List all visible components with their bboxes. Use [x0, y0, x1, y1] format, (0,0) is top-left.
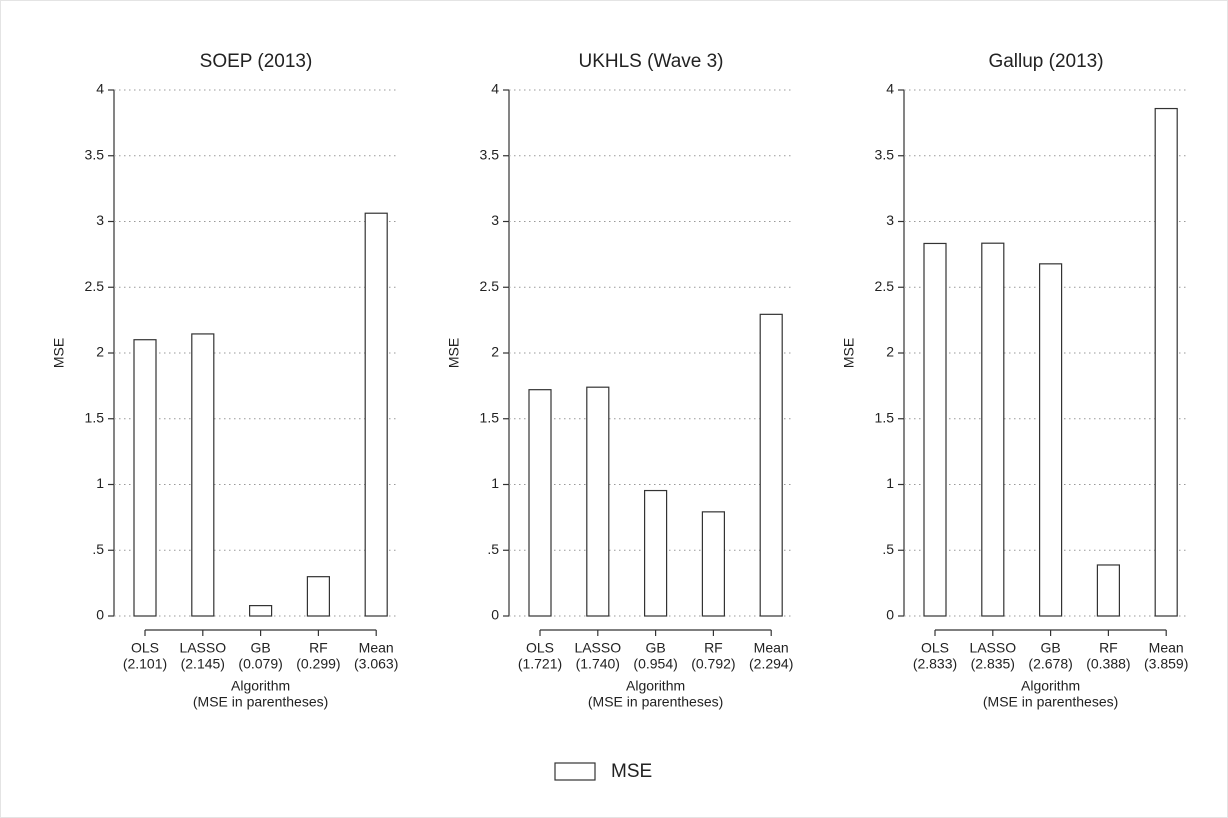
bar [1154, 107, 1178, 617]
y-tick-label: 2.5 [480, 278, 500, 294]
y-axis-label: MSE [841, 338, 857, 368]
x-axis-label: (MSE in parentheses) [588, 694, 723, 710]
y-tick-label: .5 [882, 541, 894, 557]
x-tick-label: LASSO [969, 640, 1016, 656]
x-axis-label: Algorithm [1021, 678, 1080, 694]
y-tick-label: .5 [487, 541, 499, 557]
value-label: (0.388) [1086, 656, 1130, 672]
value-label: (2.294) [749, 656, 793, 672]
value-label: (0.079) [238, 656, 282, 672]
x-axis-label: Algorithm [626, 678, 685, 694]
y-tick-label: 2.5 [85, 278, 105, 294]
bar [981, 242, 1005, 617]
value-label: (2.101) [123, 656, 167, 672]
x-tick-label: Mean [754, 640, 789, 656]
chart-title: UKHLS (Wave 3) [579, 51, 724, 72]
value-label: (2.833) [913, 656, 957, 672]
bar [528, 389, 552, 617]
y-tick-label: 3 [96, 212, 104, 228]
y-axis-label: MSE [51, 338, 67, 368]
y-tick-label: 4 [886, 81, 894, 97]
chart-title: SOEP (2013) [200, 51, 313, 72]
y-axis-label: MSE [446, 338, 462, 368]
bar [643, 489, 668, 617]
y-tick-label: 4 [96, 81, 104, 97]
y-tick-label: 0 [886, 607, 894, 623]
y-tick-label: 0 [491, 607, 499, 623]
x-axis-label: (MSE in parentheses) [193, 694, 328, 710]
bar [1038, 263, 1063, 617]
bar [306, 576, 330, 617]
x-tick-label: LASSO [179, 640, 226, 656]
value-label: (0.954) [633, 656, 677, 672]
x-tick-label: OLS [921, 640, 949, 656]
y-tick-label: 3 [886, 212, 894, 228]
bar [133, 339, 157, 617]
y-tick-label: 1.5 [480, 409, 500, 425]
value-label: (1.740) [576, 656, 620, 672]
chart-title: Gallup (2013) [988, 51, 1103, 72]
bar [1096, 564, 1121, 617]
y-tick-label: 1.5 [85, 409, 105, 425]
y-tick-label: 3.5 [85, 146, 105, 162]
legend-swatch [554, 762, 596, 781]
bar [191, 333, 215, 617]
x-tick-label: GB [645, 640, 665, 656]
value-label: (1.721) [518, 656, 562, 672]
y-tick-label: 1 [491, 475, 499, 491]
bar [759, 313, 783, 617]
bar [923, 242, 947, 617]
value-label: (2.835) [971, 656, 1015, 672]
legend-label: MSE [611, 761, 652, 782]
y-tick-label: 2.5 [875, 278, 895, 294]
y-tick-label: 3.5 [875, 146, 895, 162]
value-label: (2.145) [181, 656, 225, 672]
y-tick-label: 2 [491, 344, 499, 360]
x-tick-label: Mean [359, 640, 394, 656]
bar [249, 605, 273, 617]
x-tick-label: GB [1040, 640, 1060, 656]
y-tick-label: 1.5 [875, 409, 895, 425]
y-tick-label: 3 [491, 212, 499, 228]
x-axis-label: Algorithm [231, 678, 290, 694]
value-label: (0.792) [691, 656, 735, 672]
y-tick-label: 1 [96, 475, 104, 491]
x-tick-label: RF [309, 640, 328, 656]
x-axis-label: (MSE in parentheses) [983, 694, 1118, 710]
x-tick-label: RF [704, 640, 723, 656]
x-tick-label: RF [1099, 640, 1118, 656]
value-label: (0.299) [296, 656, 340, 672]
bar [586, 386, 610, 617]
x-tick-label: Mean [1149, 640, 1184, 656]
y-tick-label: 3.5 [480, 146, 500, 162]
y-tick-label: 0 [96, 607, 104, 623]
value-label: (3.063) [354, 656, 398, 672]
x-tick-label: LASSO [574, 640, 621, 656]
bar [701, 511, 726, 617]
x-tick-label: OLS [131, 640, 159, 656]
y-tick-label: 2 [886, 344, 894, 360]
y-tick-label: .5 [92, 541, 104, 557]
x-tick-label: OLS [526, 640, 554, 656]
y-tick-label: 1 [886, 475, 894, 491]
y-tick-label: 2 [96, 344, 104, 360]
x-tick-label: GB [250, 640, 270, 656]
bar [364, 212, 388, 617]
value-label: (2.678) [1028, 656, 1072, 672]
y-tick-label: 4 [491, 81, 499, 97]
value-label: (3.859) [1144, 656, 1188, 672]
